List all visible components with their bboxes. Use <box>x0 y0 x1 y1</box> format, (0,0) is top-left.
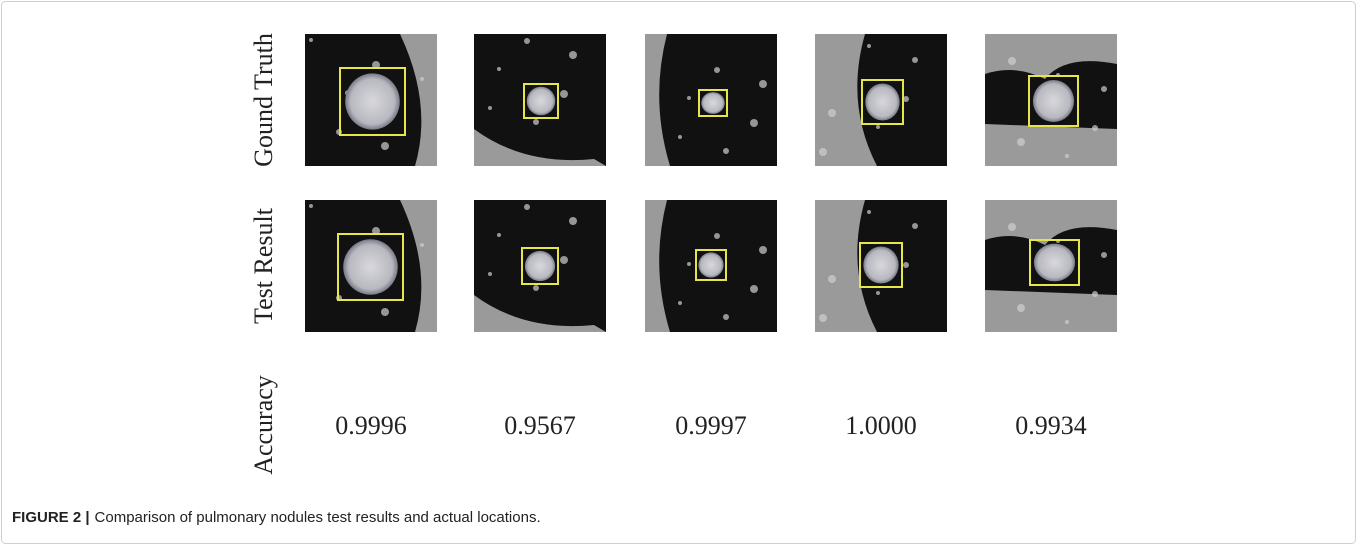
vessel <box>723 148 729 154</box>
ct-image <box>474 34 606 166</box>
nodule <box>525 251 555 281</box>
vessel <box>759 246 767 254</box>
vessel <box>1065 320 1069 324</box>
vessel <box>819 314 827 322</box>
vessel <box>912 57 918 63</box>
figure: Gound Truth Test Result Accuracy 0.9996 0… <box>0 0 1357 545</box>
vessel <box>687 262 691 266</box>
row-label: Test Result <box>249 207 278 324</box>
vessel <box>524 204 530 210</box>
vessel <box>867 44 871 48</box>
vessel <box>381 308 389 316</box>
vessel <box>678 135 682 139</box>
vessel <box>488 272 492 276</box>
ct-image <box>815 34 947 166</box>
ct-image <box>985 200 1117 332</box>
vessel <box>533 285 539 291</box>
vessel <box>876 125 880 129</box>
vessel <box>560 90 568 98</box>
vessel <box>828 275 836 283</box>
nodule <box>1033 80 1074 122</box>
row-label: Gound Truth <box>249 33 278 167</box>
vessel <box>497 233 501 237</box>
vessel <box>1092 125 1098 131</box>
vessel <box>1092 291 1098 297</box>
ct-image <box>815 200 947 332</box>
vessel <box>1017 304 1025 312</box>
vessel <box>420 77 424 81</box>
nodule <box>701 92 725 114</box>
vessel <box>1008 223 1016 231</box>
vessel <box>420 243 424 247</box>
nodule <box>865 84 899 121</box>
vessel <box>1065 154 1069 158</box>
vessel <box>687 96 691 100</box>
ct-image <box>985 34 1117 166</box>
vessel <box>524 38 530 44</box>
vessel <box>867 210 871 214</box>
vessel <box>828 109 836 117</box>
accuracy-value: 0.9997 <box>675 411 747 440</box>
vessel <box>569 51 577 59</box>
vessel <box>1101 252 1107 258</box>
vessel <box>912 223 918 229</box>
vessel <box>723 314 729 320</box>
vessel <box>497 67 501 71</box>
ct-image <box>645 200 777 332</box>
nodule <box>527 87 556 116</box>
vessel <box>569 217 577 225</box>
ct-image <box>645 34 777 166</box>
nodule <box>343 239 398 294</box>
ct-image <box>474 200 606 332</box>
vessel <box>309 204 313 208</box>
row-label: Accuracy <box>249 375 278 475</box>
vessel <box>1017 138 1025 146</box>
accuracy-value: 0.9934 <box>1015 411 1087 440</box>
vessel <box>488 106 492 110</box>
vessel <box>903 262 909 268</box>
vessel <box>759 80 767 88</box>
accuracy-value: 1.0000 <box>845 411 917 440</box>
vessel <box>381 142 389 150</box>
vessel <box>714 67 720 73</box>
vessel <box>560 256 568 264</box>
ct-image <box>305 34 437 166</box>
vessel <box>750 285 758 293</box>
vessel <box>533 119 539 125</box>
nodule <box>698 252 723 277</box>
nodule <box>345 73 400 129</box>
vessel <box>714 233 720 239</box>
accuracy-value: 0.9567 <box>504 411 576 440</box>
vessel <box>1008 57 1016 65</box>
caption-label: FIGURE 2 | <box>12 509 90 526</box>
vessel <box>678 301 682 305</box>
caption-text: Comparison of pulmonary nodules test res… <box>95 509 541 526</box>
vessel <box>309 38 313 42</box>
nodule <box>863 247 898 284</box>
nodule <box>1034 244 1075 282</box>
vessel <box>1101 86 1107 92</box>
ct-image <box>305 200 437 332</box>
vessel <box>819 148 827 156</box>
vessel <box>750 119 758 127</box>
vessel <box>876 291 880 295</box>
accuracy-value: 0.9996 <box>335 411 407 440</box>
